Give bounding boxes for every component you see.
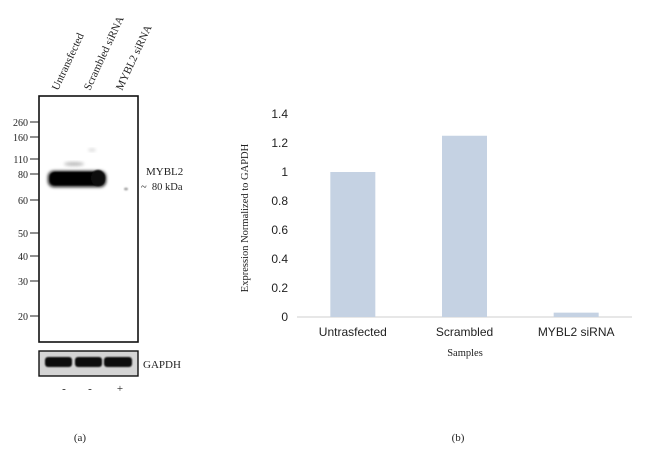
mw-marker-label: 50 [18,229,28,240]
y-tick-label: 0.8 [271,194,288,208]
mybl2-band [48,148,128,191]
western-blot-panel: Untransfected Scrambled siRNA MYBL2 siRN… [13,14,183,444]
bar [330,172,376,317]
mw-marker-label: 110 [13,155,28,166]
treatment-indicator: - [88,383,92,395]
bars [330,135,599,317]
loading-control-label: GAPDH [143,359,181,371]
band-size-label: ~ 80 kDa [141,182,183,193]
band-label-mybl2: MYBL2 [146,166,183,178]
mw-marker-label: 160 [13,133,28,144]
mw-marker-ladder: 260 160 110 80 60 50 40 30 20 [13,118,39,323]
blot-membrane [38,95,139,343]
mw-marker-label: 260 [13,118,28,129]
treatment-indicator: + [117,383,123,395]
x-tick-label: Untrasfected [319,325,387,339]
y-axis-title: Expression Normalized to GAPDH [240,143,251,292]
y-tick-label: 0.6 [271,223,288,237]
treatment-indicator: - [62,383,66,395]
gapdh-bands [45,357,132,367]
y-tick-label: 1.2 [271,136,288,150]
lane-label-untransfected: Untransfected [50,31,87,92]
y-tick-label: 0 [281,310,288,324]
x-axis-ticks: Untrasfected Scrambled MYBL2 siRNA [319,325,615,339]
y-tick-label: 0.4 [271,252,288,266]
mw-marker-label: 60 [18,196,28,207]
y-tick-label: 1 [281,165,288,179]
mw-marker-label: 80 [18,170,28,181]
bar-chart-panel: Expression Normalized to GAPDH 0 0.2 0.4 0.… [240,107,632,444]
bar [442,135,487,317]
x-tick-label: Scrambled [436,325,493,339]
bar [553,312,599,317]
mw-marker-label: 30 [18,277,28,288]
y-tick-label: 1.4 [271,107,288,121]
panel-label-b: (b) [452,432,465,444]
mw-marker-label: 40 [18,252,28,263]
y-axis-ticks: 0 0.2 0.4 0.6 0.8 1 1.2 1.4 [271,107,288,324]
mw-marker-label: 20 [18,312,28,323]
x-axis-title: Samples [447,348,483,359]
panel-label-a: (a) [74,432,87,444]
x-tick-label: MYBL2 siRNA [538,325,615,339]
y-tick-label: 0.2 [271,281,288,295]
